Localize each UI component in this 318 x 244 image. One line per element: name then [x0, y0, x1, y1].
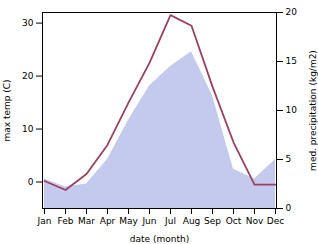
- svg-text:Dec: Dec: [267, 216, 284, 226]
- svg-text:0: 0: [28, 177, 34, 187]
- svg-text:20: 20: [286, 7, 298, 17]
- svg-text:Aug: Aug: [183, 216, 201, 226]
- svg-text:20: 20: [22, 71, 34, 81]
- svg-text:date (month): date (month): [130, 234, 189, 244]
- svg-text:Nov: Nov: [246, 216, 264, 226]
- svg-text:Jun: Jun: [141, 216, 156, 226]
- svg-text:Jul: Jul: [164, 216, 176, 226]
- svg-text:Mar: Mar: [78, 216, 95, 226]
- svg-text:max temp (C): max temp (C): [2, 79, 12, 141]
- svg-text:10: 10: [22, 124, 34, 134]
- svg-text:5: 5: [286, 154, 292, 164]
- svg-text:Oct: Oct: [226, 216, 242, 226]
- svg-text:Sep: Sep: [204, 216, 221, 226]
- svg-text:0: 0: [286, 203, 292, 213]
- svg-text:Feb: Feb: [58, 216, 74, 226]
- svg-text:Apr: Apr: [100, 216, 116, 226]
- svg-text:Jan: Jan: [37, 216, 52, 226]
- svg-text:15: 15: [286, 56, 297, 66]
- svg-text:10: 10: [286, 105, 298, 115]
- svg-text:May: May: [119, 216, 138, 226]
- svg-text:med. precipitation (kg/m2): med. precipitation (kg/m2): [308, 50, 318, 171]
- svg-text:30: 30: [22, 18, 34, 28]
